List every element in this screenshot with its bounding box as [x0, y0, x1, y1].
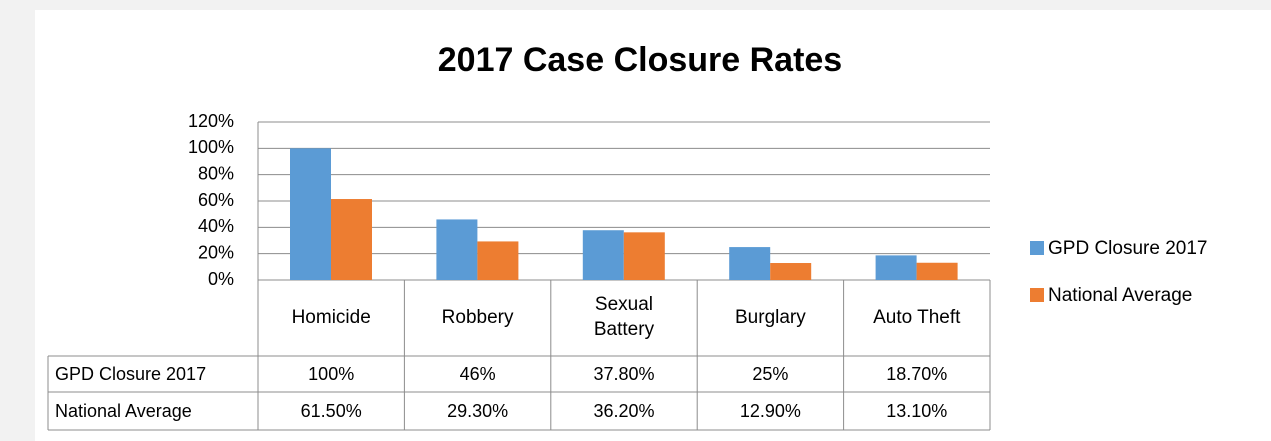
table-value: 61.50%: [301, 401, 362, 421]
x-tick-label: Homicide: [291, 306, 371, 328]
x-tick-label: Sexual Battery: [593, 294, 655, 340]
bar: [916, 262, 958, 280]
category-cell: Homicide: [291, 306, 371, 328]
table-value: 46%: [460, 364, 496, 384]
category-cell: Auto Theft: [873, 306, 961, 328]
x-tick-label: Burglary: [735, 306, 806, 328]
chart-title: 2017 Case Closure Rates: [438, 41, 842, 79]
bar: [331, 199, 372, 280]
bar: [582, 230, 624, 280]
category-cell: Burglary: [735, 306, 806, 328]
x-tick-label: Robbery: [441, 306, 514, 328]
bar: [770, 263, 812, 280]
category-cell: Robbery: [441, 306, 514, 328]
bar: [875, 255, 917, 280]
table-value: 12.90%: [740, 401, 801, 421]
legend-key: [1030, 241, 1044, 255]
table-value: 29.30%: [447, 401, 508, 421]
bar: [729, 247, 771, 280]
legend-label: GPD Closure 2017: [1048, 238, 1207, 259]
y-tick-label: 60%: [198, 190, 234, 210]
table-row-header: GPD Closure 2017: [55, 364, 206, 384]
y-tick-label: 0%: [208, 269, 234, 289]
y-tick-label: 40%: [198, 216, 234, 236]
y-tick-label: 100%: [188, 137, 234, 157]
chart-background: [35, 10, 1271, 441]
table-value: 36.20%: [593, 401, 654, 421]
y-tick-label: 120%: [188, 111, 234, 131]
y-tick-label: 80%: [198, 163, 234, 183]
bar: [477, 241, 519, 280]
table-value: 25%: [752, 364, 788, 384]
table-row-header: National Average: [55, 401, 192, 421]
bar: [436, 219, 478, 280]
legend-label: National Average: [1048, 285, 1192, 306]
x-tick-label: Auto Theft: [873, 306, 961, 328]
table-value: 37.80%: [593, 364, 654, 384]
category-cell: Sexual Battery: [593, 294, 655, 340]
table-value: 18.70%: [886, 364, 947, 384]
y-tick-label: 20%: [198, 242, 234, 262]
bar: [290, 148, 331, 280]
legend-key: [1030, 288, 1044, 302]
bar: [623, 232, 665, 280]
table-value: 100%: [308, 364, 354, 384]
table-value: 13.10%: [886, 401, 947, 421]
